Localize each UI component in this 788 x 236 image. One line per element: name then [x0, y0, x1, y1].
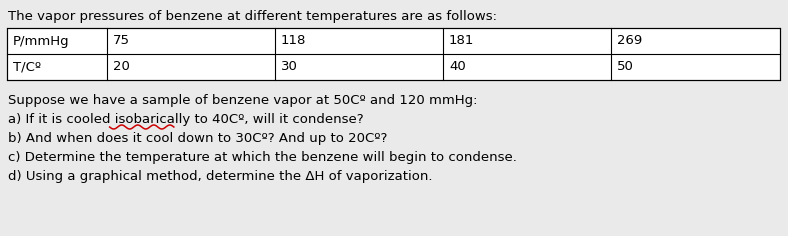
Text: 50: 50: [617, 60, 634, 73]
Text: P/mmHg: P/mmHg: [13, 34, 69, 47]
Text: 118: 118: [281, 34, 307, 47]
Text: 30: 30: [281, 60, 298, 73]
Text: c) Determine the temperature at which the benzene will begin to condense.: c) Determine the temperature at which th…: [8, 151, 517, 164]
Text: T/Cº: T/Cº: [13, 60, 41, 73]
Bar: [7, 28, 780, 80]
Text: The vapor pressures of benzene at different temperatures are as follows:: The vapor pressures of benzene at differ…: [8, 10, 497, 23]
Text: b) And when does it cool down to 30Cº? And up to 20Cº?: b) And when does it cool down to 30Cº? A…: [8, 132, 388, 145]
Text: 181: 181: [449, 34, 474, 47]
Text: 75: 75: [113, 34, 130, 47]
Text: a) If it is cooled isobarically to 40Cº, will it condense?: a) If it is cooled isobarically to 40Cº,…: [8, 113, 363, 126]
Text: 20: 20: [113, 60, 130, 73]
Text: 40: 40: [449, 60, 466, 73]
Text: Suppose we have a sample of benzene vapor at 50Cº and 120 mmHg:: Suppose we have a sample of benzene vapo…: [8, 94, 478, 107]
Text: d) Using a graphical method, determine the ΔH of vaporization.: d) Using a graphical method, determine t…: [8, 170, 433, 183]
Text: 269: 269: [617, 34, 642, 47]
